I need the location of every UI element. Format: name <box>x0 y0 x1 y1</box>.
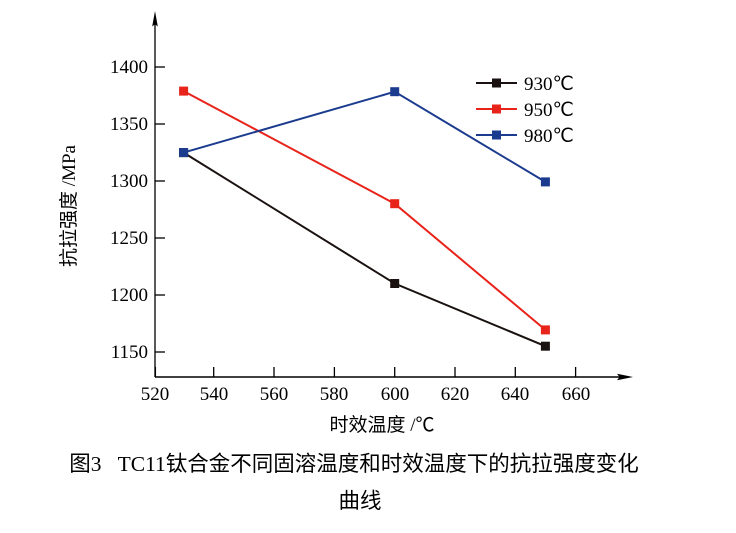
svg-text:1400: 1400 <box>110 57 148 78</box>
svg-text:640: 640 <box>501 384 530 405</box>
svg-text:520: 520 <box>141 384 170 405</box>
svg-text:1250: 1250 <box>110 228 148 249</box>
svg-text:抗拉强度 /MPa: 抗拉强度 /MPa <box>58 144 80 266</box>
svg-text:1150: 1150 <box>111 342 148 363</box>
svg-text:580: 580 <box>320 384 349 405</box>
svg-text:600: 600 <box>381 384 410 405</box>
svg-text:620: 620 <box>441 384 470 405</box>
svg-text:时效温度 /℃: 时效温度 /℃ <box>329 414 434 436</box>
svg-text:曲线: 曲线 <box>338 489 381 513</box>
svg-text:1300: 1300 <box>110 171 148 192</box>
svg-text:1350: 1350 <box>110 114 148 135</box>
svg-text:1200: 1200 <box>110 285 148 306</box>
svg-text:980℃: 980℃ <box>524 126 574 147</box>
svg-text:540: 540 <box>200 384 229 405</box>
svg-text:660: 660 <box>562 384 591 405</box>
svg-text:图3 TC11钛合金不同固溶温度和时效温度下的抗拉强度变: 图3 TC11钛合金不同固溶温度和时效温度下的抗拉强度变化 <box>69 452 639 476</box>
svg-text:560: 560 <box>260 384 289 405</box>
svg-text:950℃: 950℃ <box>524 100 574 121</box>
svg-text:930℃: 930℃ <box>524 74 574 95</box>
